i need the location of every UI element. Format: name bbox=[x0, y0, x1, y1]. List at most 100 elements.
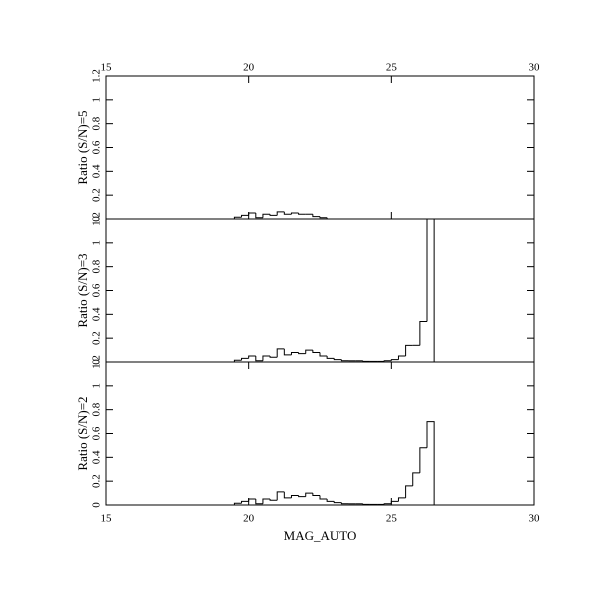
histogram-bin bbox=[248, 212, 256, 216]
y-tick-label: 0.8 bbox=[91, 259, 103, 273]
axes-frame bbox=[105, 218, 535, 363]
y-tick-label: 1 bbox=[91, 383, 103, 389]
y-tick-label: 1.2 bbox=[91, 69, 103, 83]
histogram-bin bbox=[419, 447, 427, 473]
histogram-bin bbox=[255, 499, 263, 505]
y-axis-label: Ratio (S/N)=3 bbox=[75, 253, 90, 327]
histogram-bin bbox=[241, 214, 249, 218]
histogram-bin bbox=[312, 350, 320, 353]
histogram-bin bbox=[298, 352, 306, 355]
y-tick-label: 0.6 bbox=[91, 140, 103, 154]
histogram-bin bbox=[269, 499, 278, 501]
histogram-bin bbox=[397, 497, 406, 502]
y-tick-label: 1 bbox=[91, 97, 103, 103]
x-tick-label: 15 bbox=[101, 62, 113, 74]
histogram-bin bbox=[383, 360, 392, 362]
histogram-bin bbox=[269, 214, 278, 216]
y-tick-label: 0.4 bbox=[91, 164, 103, 178]
histogram-bin bbox=[326, 356, 335, 359]
histogram-bin bbox=[305, 492, 313, 497]
histogram-bin bbox=[419, 320, 427, 346]
histogram-bin bbox=[241, 500, 249, 504]
histogram-bin bbox=[276, 211, 285, 216]
histogram-bin bbox=[326, 217, 335, 219]
plot-area bbox=[233, 211, 435, 219]
histogram-bin bbox=[276, 348, 285, 358]
x-tick-label: 25 bbox=[386, 62, 398, 74]
histogram-bin bbox=[283, 211, 292, 215]
x-tick-label: 30 bbox=[529, 513, 541, 525]
histogram-bin bbox=[290, 351, 299, 355]
x-tick-label: 30 bbox=[529, 62, 541, 74]
y-tick-label: 0.6 bbox=[91, 426, 103, 440]
histogram-bin bbox=[362, 503, 370, 505]
histogram-bin bbox=[262, 213, 271, 218]
histogram-bin bbox=[390, 359, 399, 361]
histogram-bin bbox=[397, 355, 406, 360]
histogram-bin bbox=[262, 498, 271, 504]
histogram-bin bbox=[276, 491, 285, 501]
histogram-bin bbox=[426, 421, 435, 505]
y-axis-label: Ratio (S/N)=5 bbox=[75, 110, 90, 184]
y-tick-label: 0 bbox=[91, 359, 103, 365]
histogram-bin bbox=[333, 501, 342, 504]
y-tick-label: 0.4 bbox=[91, 307, 103, 321]
histogram-bin bbox=[255, 356, 263, 362]
y-tick-label: 0.2 bbox=[91, 188, 103, 202]
histogram-bin bbox=[319, 495, 328, 500]
plot-area bbox=[233, 421, 435, 505]
plot-area bbox=[233, 219, 435, 362]
histogram-bin bbox=[312, 493, 320, 496]
histogram-bin bbox=[319, 216, 328, 219]
y-tick-label: 0.8 bbox=[91, 116, 103, 130]
axes-frame bbox=[105, 361, 535, 506]
histogram-bin bbox=[426, 219, 435, 362]
histogram-bin bbox=[248, 355, 256, 359]
x-tick-label: 25 bbox=[386, 513, 398, 525]
histogram-bin bbox=[298, 495, 306, 498]
histogram-bin bbox=[248, 498, 256, 502]
histogram-bin bbox=[283, 491, 292, 499]
y-tick-label: 0 bbox=[91, 502, 103, 508]
histogram-bin bbox=[319, 352, 328, 357]
histogram-bin bbox=[390, 500, 399, 504]
histogram-bin bbox=[290, 212, 299, 215]
histogram-bin bbox=[326, 499, 335, 502]
histogram-bin bbox=[340, 502, 349, 505]
y-tick-label: 1 bbox=[91, 240, 103, 246]
histogram-bin bbox=[383, 503, 392, 505]
histogram-bin bbox=[233, 359, 242, 362]
histogram-bin bbox=[405, 344, 413, 357]
x-tick-label: 20 bbox=[243, 513, 255, 525]
histogram-bin bbox=[283, 348, 292, 356]
y-tick-label: 0 bbox=[91, 216, 103, 222]
histogram-bin bbox=[312, 214, 320, 218]
y-tick-label: 0.6 bbox=[91, 283, 103, 297]
histogram-bin bbox=[298, 213, 306, 215]
histogram-bin bbox=[233, 216, 242, 219]
histogram-bin bbox=[269, 356, 278, 358]
y-tick-label: 0.8 bbox=[91, 402, 103, 416]
x-tick-label: 20 bbox=[243, 62, 255, 74]
histogram-bin bbox=[333, 358, 342, 361]
y-tick-label: 1.2 bbox=[91, 212, 103, 226]
axes-frame bbox=[105, 75, 535, 220]
y-tick-label: 0.2 bbox=[91, 331, 103, 345]
x-axis-label: MAG_AUTO bbox=[284, 528, 357, 543]
histogram-bin bbox=[412, 472, 420, 486]
histogram-bin bbox=[233, 502, 242, 505]
histogram-bin bbox=[405, 485, 413, 498]
y-tick-label: 0.4 bbox=[91, 450, 103, 464]
histogram-bin bbox=[340, 359, 349, 362]
y-tick-label: 1.2 bbox=[91, 355, 103, 369]
histogram-bin bbox=[262, 355, 271, 361]
histogram-bin bbox=[290, 494, 299, 498]
histogram-bin bbox=[362, 360, 370, 362]
y-axis-label: Ratio (S/N)=2 bbox=[75, 396, 90, 470]
histogram-bin bbox=[241, 357, 249, 361]
histogram-bin bbox=[255, 213, 263, 219]
x-tick-label: 15 bbox=[101, 513, 113, 525]
y-tick-label: 0.2 bbox=[91, 474, 103, 488]
